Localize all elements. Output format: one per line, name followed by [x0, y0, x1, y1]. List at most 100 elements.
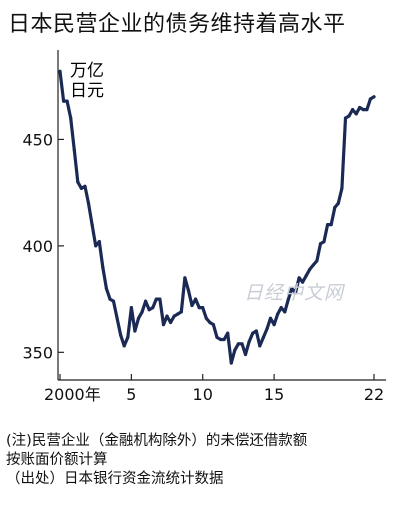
data-point: [72, 148, 76, 152]
x-tick-label: 5: [126, 385, 136, 404]
data-point: [322, 240, 326, 244]
data-point: [104, 286, 108, 291]
data-point: [329, 223, 333, 227]
x-axis-ticks: 2000年 5 10 15 22: [44, 374, 384, 404]
data-point: [179, 310, 183, 314]
data-point: [343, 116, 348, 120]
data-point: [154, 297, 158, 301]
chart-notes: (注)民营企业（金融机构除外）的未偿还借款额 按账面价额计算 （出处）日本银行资…: [6, 432, 307, 489]
data-point: [233, 348, 237, 352]
data-point: [311, 263, 315, 267]
y-tick-label: 350: [22, 343, 53, 362]
unit-label-line-1: 万亿: [70, 61, 104, 81]
unit-label-line-2: 日元: [70, 81, 104, 101]
note-line: （出处）日本银行资金流统计数据: [6, 471, 224, 487]
data-point: [247, 340, 251, 344]
data-point: [308, 267, 312, 271]
data-point: [194, 297, 198, 301]
chart-title: 日本民营企业的债务维持着高水平: [8, 12, 346, 37]
data-point: [169, 320, 173, 325]
data-point: [97, 240, 101, 244]
y-tick-label: 400: [22, 237, 53, 256]
data-point: [151, 306, 155, 310]
data-point: [372, 95, 376, 99]
data-point: [165, 314, 169, 318]
data-point: [261, 335, 265, 339]
data-point: [69, 116, 73, 120]
data-point: [365, 108, 369, 112]
data-point: [201, 306, 205, 310]
data-point: [94, 244, 98, 248]
data-point: [251, 331, 255, 335]
data-point: [140, 310, 144, 314]
data-point: [347, 114, 351, 118]
data-point: [204, 316, 208, 320]
data-point: [358, 105, 362, 110]
data-point: [215, 335, 219, 339]
data-point: [122, 344, 126, 348]
x-tick-label: 22: [364, 385, 384, 404]
data-point: [90, 223, 94, 227]
data-point: [297, 276, 301, 280]
data-point: [62, 99, 66, 103]
data-point: [361, 108, 365, 112]
data-points: [58, 69, 376, 365]
axes: [57, 50, 386, 381]
watermark: 日经中文网: [244, 282, 345, 304]
data-point: [293, 291, 298, 295]
data-point: [283, 310, 287, 314]
data-point: [336, 201, 340, 205]
data-point: [304, 274, 308, 278]
data-point: [333, 205, 337, 210]
data-point: [183, 276, 187, 280]
y-axis-ticks: 350 400 450: [22, 130, 64, 362]
data-point: [354, 112, 358, 116]
data-point: [286, 297, 290, 301]
data-point: [229, 361, 233, 365]
data-point: [108, 297, 112, 301]
data-point: [176, 312, 180, 316]
data-point: [144, 299, 148, 303]
data-point: [272, 323, 276, 327]
data-point: [83, 184, 87, 188]
data-point: [222, 337, 226, 342]
data-point: [197, 306, 201, 310]
data-point: [268, 316, 273, 320]
data-point: [208, 320, 212, 325]
data-point: [211, 323, 215, 327]
data-point: [351, 108, 355, 112]
data-point: [236, 342, 240, 346]
data-point: [147, 308, 151, 312]
data-point: [172, 314, 176, 318]
x-tick-label: 10: [193, 385, 213, 404]
data-point: [279, 306, 283, 310]
data-point: [226, 331, 230, 335]
data-point: [126, 335, 130, 339]
data-point: [265, 327, 269, 331]
data-point: [276, 312, 280, 316]
data-point: [219, 337, 223, 342]
data-point: [301, 280, 305, 284]
data-point: [240, 342, 244, 346]
note-line: 按账面价额计算: [6, 452, 108, 468]
data-point: [161, 323, 166, 327]
data-point: [65, 99, 69, 103]
data-point: [290, 286, 294, 291]
data-point: [243, 352, 248, 357]
line-chart: 万亿 日元 350 400 450 2000年 5 10 15 22: [22, 50, 386, 404]
data-point: [101, 265, 105, 269]
data-point: [79, 186, 83, 190]
data-point: [86, 201, 91, 205]
data-point: [119, 333, 123, 337]
data-point: [315, 259, 319, 263]
data-point: [129, 306, 133, 310]
data-point: [158, 297, 162, 301]
data-point: [133, 329, 137, 333]
data-point: [190, 303, 194, 308]
data-point: [368, 97, 372, 101]
data-point: [111, 299, 116, 303]
data-point: [326, 223, 330, 227]
y-tick-label: 450: [22, 130, 53, 149]
x-tick-label: 2000年: [44, 385, 101, 404]
series-line: [58, 69, 376, 365]
